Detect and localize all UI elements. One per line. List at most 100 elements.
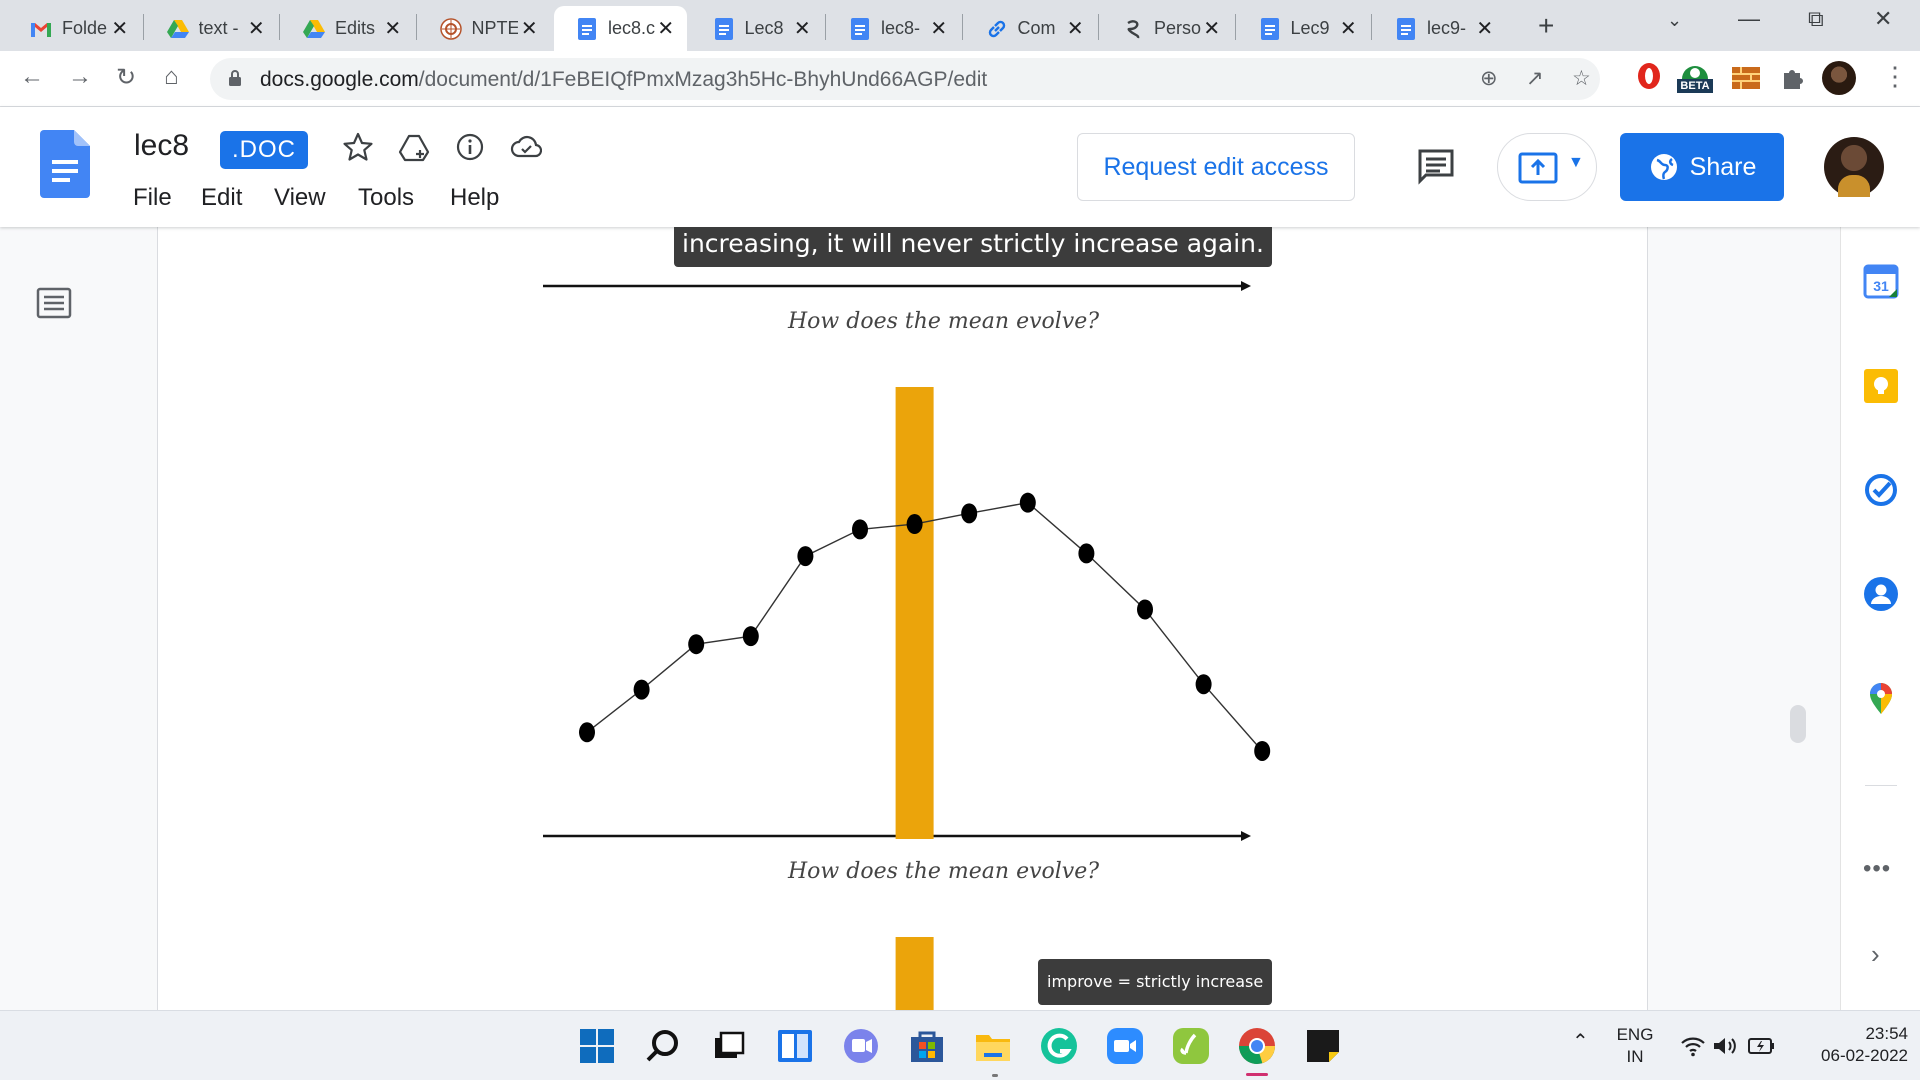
browser-tab[interactable]: Perso ✕ <box>1100 6 1233 51</box>
widgets-icon[interactable] <box>775 1026 815 1066</box>
calendar-icon[interactable]: 31 <box>1863 263 1899 299</box>
zoom-icon[interactable]: ⊕ <box>1480 67 1498 90</box>
new-tab-button[interactable]: + <box>1538 10 1555 41</box>
menu-view[interactable]: View <box>274 184 326 211</box>
tab-separator <box>1371 14 1372 40</box>
contacts-icon[interactable] <box>1863 576 1899 612</box>
cloud-status-icon[interactable] <box>510 131 542 163</box>
bottom-caption: improve = strictly increase <box>1038 959 1273 1005</box>
browser-tab[interactable]: text - ✕ <box>145 6 278 51</box>
menu-edit[interactable]: Edit <box>201 184 243 211</box>
drive-icon <box>166 18 189 40</box>
extensions-puzzle-icon[interactable] <box>1780 65 1806 91</box>
close-tab-icon[interactable]: ✕ <box>247 18 265 40</box>
language-indicator[interactable]: ENG IN <box>1610 1024 1660 1068</box>
file-explorer-running-indicator <box>992 1074 998 1077</box>
tab-search-icon[interactable]: ⌄ <box>1667 10 1683 30</box>
sticky-notes-icon[interactable] <box>1303 1026 1343 1066</box>
forward-button[interactable]: → <box>68 63 92 90</box>
globe-icon <box>1650 154 1677 180</box>
show-hidden-icons-chevron[interactable]: ⌃ <box>1572 1031 1589 1053</box>
browser-tab[interactable]: Edits ✕ <box>281 6 414 51</box>
tasks-icon[interactable] <box>1863 472 1899 508</box>
chrome-menu-icon[interactable]: ⋮ <box>1882 61 1908 91</box>
search-icon[interactable] <box>643 1026 683 1066</box>
browser-tab[interactable]: Folde ✕ <box>8 6 141 51</box>
present-dropdown-icon[interactable]: ▼ <box>1568 154 1584 171</box>
tab-title: text - <box>198 18 239 38</box>
home-button[interactable]: ⌂ <box>164 63 179 90</box>
address-bar[interactable]: docs.google.com/document/d/1FeBEIQfPmxMz… <box>210 58 1600 100</box>
document-page[interactable]: increasing, it will never strictly incre… <box>157 227 1648 1010</box>
menu-help[interactable]: Help <box>450 184 500 211</box>
info-icon[interactable] <box>454 131 486 163</box>
opera-extension-icon[interactable] <box>1636 61 1662 91</box>
chrome-icon[interactable] <box>1237 1026 1277 1066</box>
browser-tab[interactable]: lec8- ✕ <box>827 6 960 51</box>
browser-tab[interactable]: Lec9 ✕ <box>1237 6 1370 51</box>
close-tab-icon[interactable]: ✕ <box>111 18 129 40</box>
minimize-button[interactable]: — <box>1738 6 1760 31</box>
evernote-like-app-icon[interactable] <box>1171 1026 1211 1066</box>
profile-avatar[interactable] <box>1822 61 1856 95</box>
menu-file[interactable]: File <box>133 184 172 211</box>
close-tab-icon[interactable]: ✕ <box>520 18 538 40</box>
account-avatar[interactable] <box>1824 137 1884 197</box>
tab-separator <box>142 14 144 40</box>
close-tab-icon[interactable]: ✕ <box>1339 18 1357 40</box>
close-tab-icon[interactable]: ✕ <box>793 18 811 40</box>
brick-extension-icon[interactable] <box>1732 67 1760 89</box>
vertical-scrollbar-thumb[interactable] <box>1790 705 1806 743</box>
bookmark-star-icon[interactable]: ☆ <box>1572 67 1591 90</box>
close-tab-icon[interactable]: ✕ <box>1476 18 1494 40</box>
start-menu-icon[interactable] <box>577 1026 617 1066</box>
document-outline-icon[interactable] <box>36 287 72 319</box>
more-addons-icon[interactable]: ••• <box>1863 855 1892 882</box>
gmail-icon <box>30 18 52 40</box>
browser-tab[interactable]: lec8.c ✕ <box>554 6 687 51</box>
grammarly-icon[interactable] <box>1039 1026 1079 1066</box>
data-point <box>797 546 814 567</box>
beta-extension-icon[interactable]: BETA <box>1676 59 1714 95</box>
keep-icon[interactable] <box>1863 368 1899 404</box>
data-point <box>742 626 759 647</box>
handwritten-note-2: How does the mean evolve? <box>788 859 1100 884</box>
tab-separator <box>1234 14 1236 40</box>
menu-tools[interactable]: Tools <box>358 184 415 211</box>
star-icon[interactable] <box>342 131 374 163</box>
browser-tab[interactable]: NPTE ✕ <box>418 6 551 51</box>
microsoft-store-icon[interactable] <box>907 1026 947 1066</box>
clock[interactable]: 23:54 06-02-2022 <box>1788 1023 1908 1067</box>
expand-panel-chevron-icon[interactable]: › <box>1871 939 1880 969</box>
zoom-app-icon[interactable] <box>1105 1026 1145 1066</box>
browser-tab[interactable]: lec9- ✕ <box>1373 6 1506 51</box>
reload-button[interactable]: ↻ <box>116 64 137 91</box>
wifi-icon[interactable] <box>1680 1035 1706 1057</box>
file-explorer-icon[interactable] <box>973 1026 1013 1066</box>
close-tab-icon[interactable]: ✕ <box>1203 18 1221 40</box>
share-button[interactable]: Share <box>1620 133 1784 201</box>
back-button[interactable]: ← <box>20 63 44 90</box>
close-tab-icon[interactable]: ✕ <box>384 18 402 40</box>
comment-history-icon[interactable] <box>1416 147 1456 187</box>
request-edit-access-button[interactable]: Request edit access <box>1077 133 1355 201</box>
browser-tab[interactable]: Com ✕ <box>964 6 1097 51</box>
data-point <box>1019 492 1036 513</box>
close-tab-icon[interactable]: ✕ <box>657 18 675 40</box>
close-window-button[interactable]: ✕ <box>1874 6 1893 31</box>
battery-icon[interactable] <box>1748 1036 1776 1056</box>
docs-logo-icon[interactable] <box>40 130 90 198</box>
side-panel-divider <box>1865 785 1897 786</box>
teams-chat-icon[interactable] <box>841 1026 881 1066</box>
present-button[interactable]: ▼ <box>1497 133 1597 201</box>
move-to-drive-icon[interactable] <box>398 131 430 163</box>
close-tab-icon[interactable]: ✕ <box>1066 18 1084 40</box>
restore-button[interactable]: ⧉ <box>1808 6 1824 31</box>
doc-title[interactable]: lec8 <box>134 129 190 162</box>
maps-icon[interactable] <box>1863 680 1899 716</box>
close-tab-icon[interactable]: ✕ <box>930 18 948 40</box>
task-view-icon[interactable] <box>709 1026 749 1066</box>
volume-icon[interactable] <box>1712 1035 1738 1057</box>
share-page-icon[interactable]: ↗ <box>1526 67 1544 90</box>
browser-tab[interactable]: Lec8 ✕ <box>691 6 824 51</box>
